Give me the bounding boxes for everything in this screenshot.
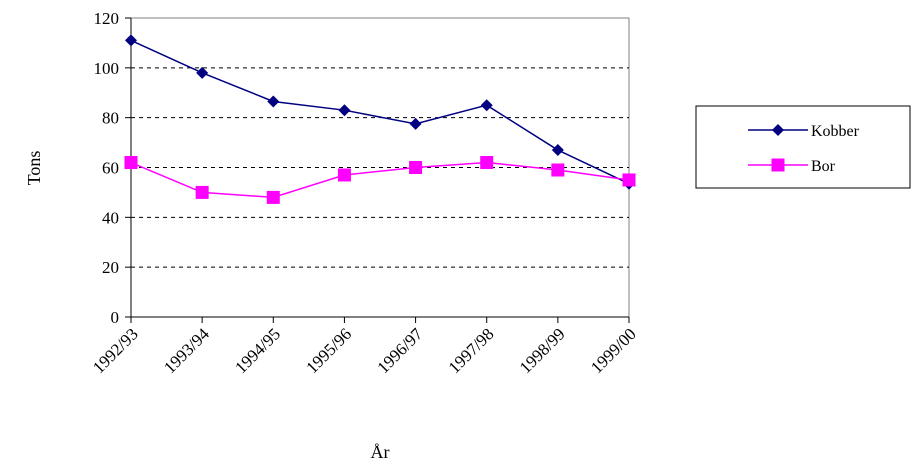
y-tick-label: 100 — [94, 59, 120, 78]
y-tick-label: 80 — [102, 109, 119, 128]
x-tick-label: 1992/93 — [89, 324, 142, 377]
y-tick-label: 120 — [94, 9, 120, 28]
x-tick-labels: 1992/93 1993/94 1994/95 1995/96 1996/97 1997/… — [89, 324, 640, 377]
data-point — [551, 144, 564, 157]
legend-label: Bor — [811, 158, 836, 175]
legend-box — [695, 105, 911, 189]
data-point — [266, 190, 280, 204]
x-tick-label: 1994/95 — [231, 324, 284, 377]
y-tick-label: 0 — [111, 308, 120, 327]
data-point — [480, 99, 493, 112]
x-tick-label: 1998/99 — [516, 324, 569, 377]
series-bor — [124, 156, 636, 204]
legend: Kobber Bor — [695, 105, 911, 189]
legend-marker — [771, 158, 785, 172]
legend-marker — [772, 124, 784, 136]
series-line — [130, 39, 630, 185]
data-point — [551, 163, 565, 177]
data-point — [409, 161, 423, 174]
data-point — [124, 156, 138, 170]
x-tick-label: 1993/94 — [160, 324, 213, 377]
series-line — [130, 161, 630, 199]
x-tick-label: 1995/96 — [302, 324, 355, 377]
x-tick-label: 1999/00 — [587, 324, 640, 377]
y-tick-label: 40 — [102, 208, 119, 227]
data-point — [409, 117, 422, 130]
data-point — [195, 185, 209, 199]
data-point — [125, 34, 137, 47]
data-point — [480, 156, 494, 170]
y-tick-labels: 0 20 40 60 80 100 120 — [94, 9, 120, 327]
data-point — [267, 95, 280, 108]
legend-label: Kobber — [811, 123, 860, 140]
y-tick-label: 20 — [102, 258, 119, 277]
x-tick-label: 1996/97 — [374, 324, 427, 377]
y-axis-title: Tons — [24, 151, 44, 186]
data-point — [196, 66, 209, 79]
x-tick-label: 1997/98 — [445, 324, 498, 377]
legend-item-kobber: Kobber — [748, 123, 860, 140]
x-axis-title: År — [371, 442, 390, 462]
data-point — [338, 104, 351, 117]
series-group — [124, 34, 636, 204]
data-point — [337, 168, 351, 182]
y-tick-label: 60 — [102, 159, 119, 178]
data-point — [622, 173, 636, 187]
legend-item-bor: Bor — [748, 158, 836, 175]
